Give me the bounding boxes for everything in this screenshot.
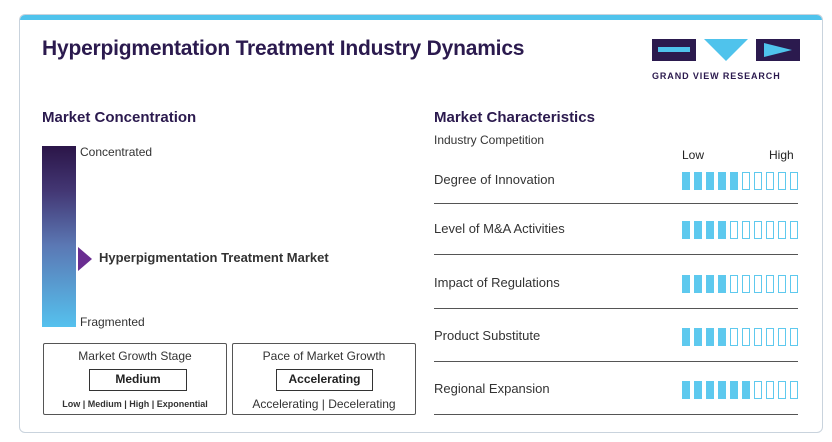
brand-logo: GRAND VIEW RESEARCH [652, 39, 800, 95]
characteristic-row: Level of M&A Activities [434, 221, 798, 273]
meter-segment-empty [766, 328, 774, 346]
growth-stage-options: Low | Medium | High | Exponential [62, 399, 208, 409]
meter-segment-filled [718, 275, 726, 293]
meter-segment-empty [790, 172, 798, 190]
characteristic-meter [682, 275, 802, 293]
accent-bar [20, 15, 822, 20]
meter-segment-filled [730, 172, 738, 190]
meter-segment-empty [754, 381, 762, 399]
pace-options: Accelerating | Decelerating [252, 397, 396, 411]
growth-stage-title: Market Growth Stage [78, 349, 192, 363]
meter-segment-filled [718, 328, 726, 346]
meter-segment-empty [766, 172, 774, 190]
characteristic-label: Level of M&A Activities [434, 221, 565, 236]
logo-mark-icon [652, 39, 800, 61]
meter-segment-empty [730, 275, 738, 293]
fragmented-label: Fragmented [80, 315, 145, 329]
pace-value: Accelerating [276, 369, 373, 391]
characteristic-row: Product Substitute [434, 328, 798, 380]
characteristic-meter [682, 221, 802, 239]
meter-segment-empty [766, 275, 774, 293]
meter-segment-empty [730, 328, 738, 346]
concentration-gradient-bar [42, 146, 76, 327]
meter-segment-filled [706, 172, 714, 190]
meter-segment-empty [754, 221, 762, 239]
meter-segment-filled [682, 328, 690, 346]
meter-segment-empty [742, 172, 750, 190]
characteristic-row: Regional Expansion [434, 381, 798, 432]
meter-segment-empty [730, 221, 738, 239]
row-divider [434, 254, 798, 255]
meter-segment-filled [718, 381, 726, 399]
meter-segment-empty [790, 328, 798, 346]
meter-segment-empty [754, 328, 762, 346]
characteristic-label: Product Substitute [434, 328, 541, 343]
meter-segment-empty [778, 221, 786, 239]
scale-high-label: High [769, 148, 794, 162]
characteristic-label: Impact of Regulations [434, 275, 560, 290]
industry-competition-subtitle: Industry Competition [434, 133, 545, 147]
pace-title: Pace of Market Growth [262, 349, 386, 363]
scale-low-label: Low [682, 148, 705, 162]
meter-segment-filled [682, 275, 690, 293]
characteristic-meter [682, 172, 802, 190]
meter-segment-empty [742, 275, 750, 293]
meter-segment-filled [694, 381, 702, 399]
meter-segment-filled [682, 172, 690, 190]
market-marker-label: Hyperpigmentation Treatment Market [99, 250, 329, 265]
characteristic-meter [682, 381, 802, 399]
meter-segment-empty [754, 172, 762, 190]
characteristic-row: Impact of Regulations [434, 275, 798, 327]
meter-segment-filled [706, 328, 714, 346]
market-concentration-title: Market Concentration [42, 109, 197, 126]
meter-segment-empty [754, 275, 762, 293]
characteristic-label: Degree of Innovation [434, 172, 555, 187]
meter-segment-empty [766, 381, 774, 399]
pace-of-growth-box: Pace of Market Growth Accelerating Accel… [232, 343, 416, 415]
concentrated-label: Concentrated [80, 145, 153, 159]
market-pointer-icon [78, 247, 92, 271]
dynamics-card: Hyperpigmentation Treatment Industry Dyn… [19, 14, 823, 433]
meter-segment-empty [778, 381, 786, 399]
market-characteristics-title: Market Characteristics [434, 109, 595, 126]
meter-segment-filled [706, 381, 714, 399]
growth-stage-value: Medium [89, 369, 187, 391]
meter-segment-filled [706, 221, 714, 239]
meter-segment-filled [730, 381, 738, 399]
brand-name: GRAND VIEW RESEARCH [652, 71, 781, 81]
meter-segment-filled [742, 381, 750, 399]
meter-segment-filled [694, 275, 702, 293]
meter-segment-empty [778, 275, 786, 293]
row-divider [434, 308, 798, 309]
row-divider [434, 361, 798, 362]
meter-segment-empty [742, 221, 750, 239]
page-title: Hyperpigmentation Treatment Industry Dyn… [42, 37, 525, 60]
market-growth-stage-box: Market Growth Stage Medium Low | Medium … [43, 343, 227, 415]
characteristic-row: Degree of Innovation [434, 172, 798, 224]
characteristic-label: Regional Expansion [434, 381, 550, 396]
meter-segment-empty [778, 172, 786, 190]
meter-segment-empty [790, 275, 798, 293]
meter-segment-filled [718, 221, 726, 239]
meter-segment-filled [694, 221, 702, 239]
meter-segment-filled [706, 275, 714, 293]
meter-segment-empty [766, 221, 774, 239]
row-divider [434, 414, 798, 415]
row-divider [434, 203, 798, 204]
meter-segment-filled [694, 328, 702, 346]
meter-segment-empty [778, 328, 786, 346]
meter-segment-filled [694, 172, 702, 190]
meter-segment-empty [742, 328, 750, 346]
meter-segment-filled [718, 172, 726, 190]
meter-segment-filled [682, 221, 690, 239]
meter-segment-filled [682, 381, 690, 399]
meter-segment-empty [790, 221, 798, 239]
characteristic-meter [682, 328, 802, 346]
meter-segment-empty [790, 381, 798, 399]
